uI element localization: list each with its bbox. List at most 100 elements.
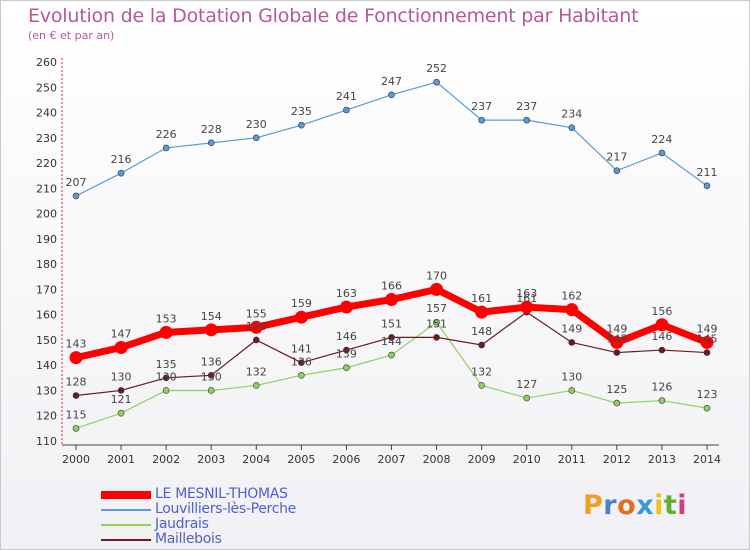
data-label-maillebois: 145: [606, 333, 627, 346]
x-tick-label: 2008: [423, 453, 451, 466]
data-point-louvilliers-l-s-perche: [252, 134, 260, 142]
data-label-louvilliers-l-s-perche: 217: [606, 151, 627, 164]
data-point-louvilliers-l-s-perche: [703, 182, 711, 190]
x-tick-label: 2004: [242, 453, 270, 466]
x-tick-label: 2010: [513, 453, 541, 466]
data-label-louvilliers-l-s-perche: 237: [471, 100, 492, 113]
y-tick-label: 200: [36, 208, 57, 221]
y-tick-label: 250: [36, 81, 57, 94]
data-point-maillebois: [117, 387, 125, 394]
logo-letter: r: [603, 490, 618, 521]
data-point-louvilliers-l-s-perche: [478, 116, 485, 124]
y-tick-label: 110: [36, 435, 57, 448]
data-label-jaudrais: 125: [606, 383, 627, 396]
x-tick-label: 2003: [197, 453, 225, 466]
data-label-jaudrais: 136: [291, 355, 312, 368]
legend-label: Jaudrais: [155, 516, 209, 532]
logo-letter: P: [583, 490, 604, 521]
x-tick-label: 2013: [648, 453, 676, 466]
data-point-le-mesnil-thomas: [565, 303, 579, 317]
data-point-le-mesnil-thomas: [249, 320, 263, 334]
data-label-louvilliers-l-s-perche: 252: [426, 62, 447, 75]
data-label-maillebois: 149: [561, 322, 582, 335]
y-tick-label: 230: [36, 132, 57, 145]
data-point-jaudrais: [252, 382, 260, 389]
data-label-le-mesnil-thomas: 154: [201, 310, 222, 323]
data-point-louvilliers-l-s-perche: [117, 169, 125, 177]
legend-swatch: [101, 524, 151, 526]
data-point-le-mesnil-thomas: [339, 300, 353, 314]
legend-swatch: [101, 539, 151, 541]
series-layer: [69, 78, 714, 432]
data-label-louvilliers-l-s-perche: 224: [651, 133, 672, 146]
data-point-louvilliers-l-s-perche: [613, 167, 621, 174]
data-point-louvilliers-l-s-perche: [162, 144, 170, 152]
data-point-jaudrais: [72, 425, 80, 432]
data-point-jaudrais: [703, 404, 711, 412]
data-label-maillebois: 146: [336, 330, 357, 343]
data-point-le-mesnil-thomas: [430, 282, 444, 296]
logo-letter: o: [617, 490, 637, 521]
data-point-louvilliers-l-s-perche: [72, 192, 80, 200]
data-point-jaudrais: [388, 351, 395, 359]
data-point-louvilliers-l-s-perche: [523, 116, 531, 124]
y-tick-label: 150: [36, 334, 57, 347]
data-label-maillebois: 151: [381, 317, 402, 330]
data-point-jaudrais: [568, 387, 576, 394]
x-tick-label: 2006: [332, 453, 360, 466]
data-label-jaudrais: 144: [381, 335, 402, 348]
data-point-maillebois: [252, 336, 260, 344]
legend-label: Louvilliers-lès-Perche: [155, 501, 296, 517]
data-label-louvilliers-l-s-perche: 228: [201, 123, 222, 136]
data-point-le-mesnil-thomas: [159, 325, 173, 339]
data-label-jaudrais: 127: [516, 378, 537, 391]
data-label-jaudrais: 130: [156, 370, 177, 383]
data-label-le-mesnil-thomas: 159: [291, 297, 312, 310]
data-labels-layer: 207 216 226 228 230 235 241 247 252 237 237 234 217 2…: [66, 62, 718, 421]
data-label-le-mesnil-thomas: 161: [471, 292, 492, 305]
data-point-le-mesnil-thomas: [294, 310, 308, 324]
data-label-louvilliers-l-s-perche: 211: [697, 166, 718, 179]
legend-swatch: [101, 491, 151, 499]
data-label-le-mesnil-thomas: 155: [246, 307, 267, 320]
data-label-louvilliers-l-s-perche: 247: [381, 75, 402, 88]
data-label-le-mesnil-thomas: 163: [516, 287, 537, 300]
x-tick-label: 2009: [468, 453, 496, 466]
data-label-louvilliers-l-s-perche: 235: [291, 105, 312, 118]
data-label-le-mesnil-thomas: 156: [651, 305, 672, 318]
data-point-maillebois: [343, 346, 350, 354]
data-point-maillebois: [658, 346, 666, 354]
data-point-maillebois: [568, 339, 576, 346]
data-point-louvilliers-l-s-perche: [207, 139, 215, 147]
data-label-maillebois: 161: [516, 292, 537, 305]
data-point-le-mesnil-thomas: [69, 351, 83, 365]
data-point-jaudrais: [478, 382, 485, 389]
data-point-maillebois: [478, 341, 485, 349]
data-point-jaudrais: [162, 387, 170, 394]
data-point-le-mesnil-thomas: [610, 335, 624, 349]
data-point-louvilliers-l-s-perche: [388, 91, 395, 99]
data-label-jaudrais: 132: [246, 365, 267, 378]
logo-letter: i: [677, 490, 688, 521]
data-point-le-mesnil-thomas: [204, 323, 218, 337]
y-tick-label: 180: [36, 258, 57, 271]
logo-letter: i: [654, 490, 664, 521]
line-chart: 1101201301401501601701801902002102202302…: [36, 56, 721, 466]
data-label-le-mesnil-thomas: 166: [381, 280, 402, 293]
data-label-jaudrais: 130: [561, 370, 582, 383]
data-label-maillebois: 130: [111, 370, 132, 383]
legend-swatch: [101, 509, 151, 511]
data-label-louvilliers-l-s-perche: 216: [111, 153, 132, 166]
y-tick-label: 220: [36, 157, 57, 170]
y-tick-label: 210: [36, 182, 57, 195]
data-label-jaudrais: 115: [66, 408, 87, 421]
data-label-jaudrais: 139: [336, 348, 357, 361]
y-tick-label: 120: [36, 410, 57, 423]
data-point-maillebois: [298, 359, 305, 366]
data-label-louvilliers-l-s-perche: 237: [516, 100, 537, 113]
data-label-louvilliers-l-s-perche: 230: [246, 118, 267, 131]
data-label-maillebois: 136: [201, 355, 222, 368]
x-tick-label: 2002: [152, 453, 180, 466]
legend-label: LE MESNIL-THOMAS: [155, 486, 288, 502]
